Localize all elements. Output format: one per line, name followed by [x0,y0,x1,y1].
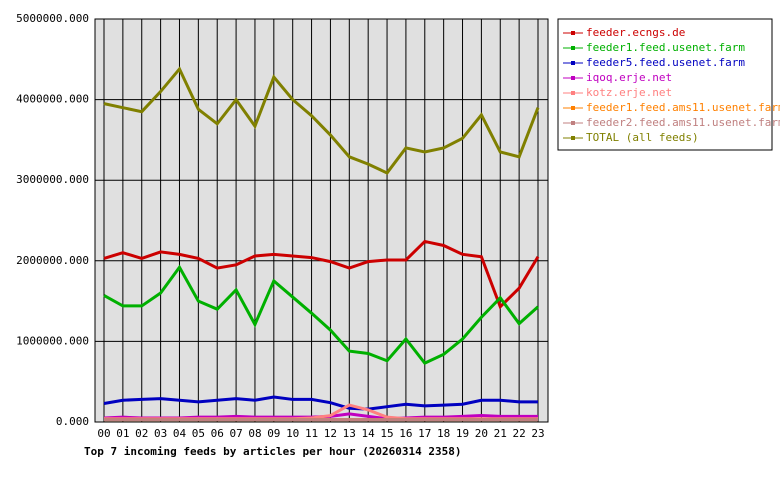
legend-marker [571,106,575,110]
x-tick-label: 09 [267,427,280,440]
y-tick-label: 1000000.000 [16,334,89,347]
legend-marker [571,121,575,125]
legend-label: feeder2.feed.ams11.usenet.farm [586,116,780,129]
y-tick-label: 2000000.000 [16,254,89,267]
y-tick-label: 4000000.000 [16,93,89,106]
legend-box [557,18,773,151]
legend-label: kotz.erje.net [586,86,672,99]
x-tick-label: 07 [229,427,242,440]
series-line [103,66,540,175]
x-tick-label: 01 [116,427,129,440]
legend-marker [571,61,575,65]
x-tick-label: 15 [380,427,393,440]
legend-marker [571,91,575,95]
series-line [103,264,540,366]
chart-title: Top 7 incoming feeds by articles per hou… [84,445,462,458]
legend-label: feeder5.feed.usenet.farm [586,56,745,69]
y-tick-label: 3000000.000 [16,173,89,186]
x-tick-label: 22 [513,427,526,440]
x-tick-label: 11 [305,427,318,440]
legend-label: feeder1.feed.ams11.usenet.farm [586,101,780,114]
x-tick-label: 03 [154,427,167,440]
x-tick-label: 13 [343,427,356,440]
legend-label: TOTAL (all feeds) [586,131,699,144]
y-tick-label: 0.000 [56,415,89,428]
x-tick-label: 04 [173,427,187,440]
legend-marker [571,76,575,80]
x-tick-label: 17 [418,427,431,440]
legend-label: iqoq.erje.net [586,71,672,84]
x-tick-label: 05 [192,427,205,440]
x-tick-label: 19 [456,427,469,440]
series-line [103,395,538,411]
legend-label: feeder.ecngs.de [586,26,685,39]
series-line [103,239,540,310]
x-tick-label: 23 [531,427,544,440]
x-tick-label: 20 [475,427,488,440]
legend-marker [571,31,575,35]
x-tick-label: 02 [135,427,148,440]
x-tick-label: 14 [362,427,376,440]
x-tick-label: 08 [248,427,261,440]
x-tick-label: 10 [286,427,299,440]
y-tick-label: 5000000.000 [16,12,89,25]
legend-marker [571,46,575,50]
x-tick-label: 16 [399,427,412,440]
legend-marker [571,136,575,140]
x-tick-label: 00 [97,427,110,440]
x-tick-label: 18 [437,427,450,440]
x-tick-label: 06 [211,427,224,440]
plot-area [94,18,549,423]
x-tick-label: 21 [494,427,507,440]
x-tick-label: 12 [324,427,337,440]
legend-label: feeder1.feed.usenet.farm [586,41,745,54]
